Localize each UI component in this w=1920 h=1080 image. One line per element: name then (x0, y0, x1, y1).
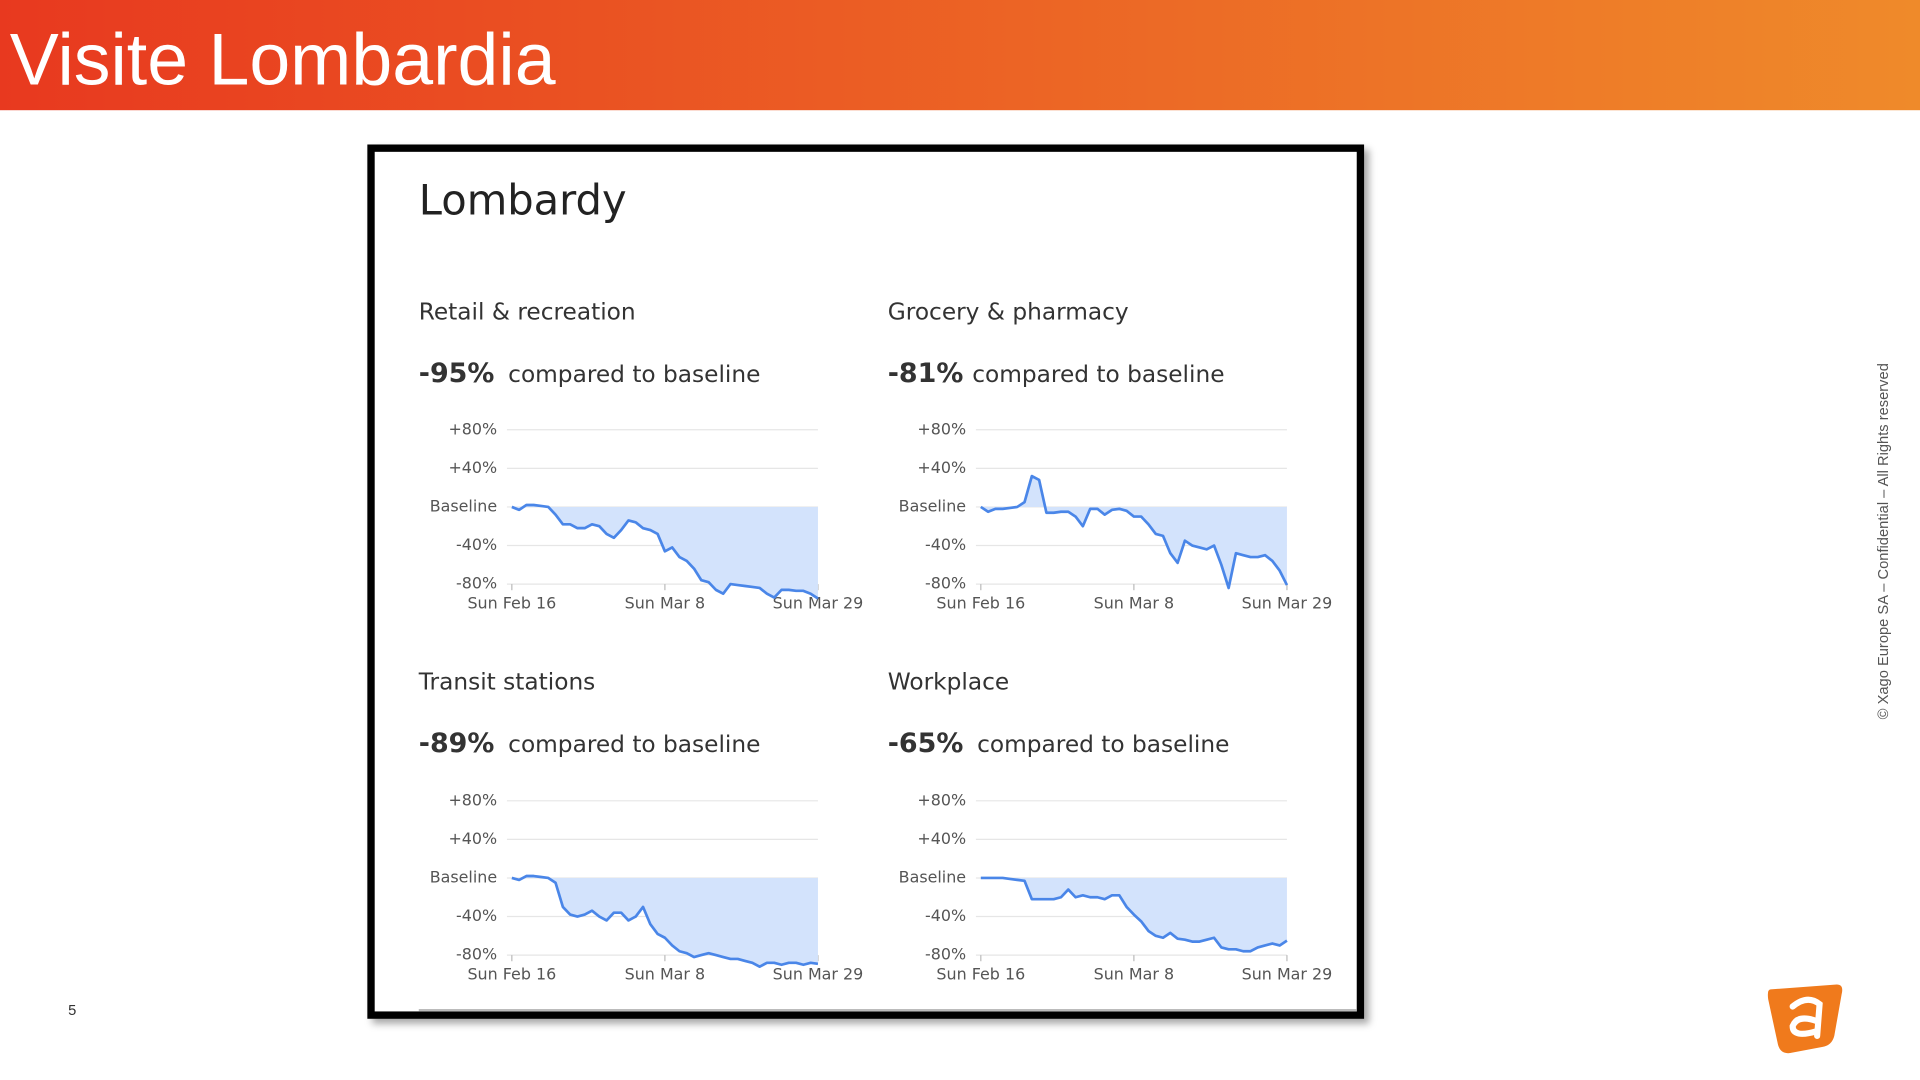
x-tick-label: Sun Feb 16 (936, 965, 1025, 984)
headline-text: compared to baseline (508, 361, 760, 388)
y-tick-label: Baseline (430, 496, 497, 515)
x-tick-label: Sun Mar 8 (625, 594, 706, 613)
y-tick-label: +40% (448, 458, 497, 477)
y-tick-label: +40% (917, 458, 966, 477)
area (980, 476, 1287, 588)
y-tick-label: +80% (917, 419, 966, 438)
headline: -89% (419, 728, 495, 759)
y-tick-label: -80% (925, 574, 966, 593)
y-tick-label: -40% (456, 535, 497, 554)
y-tick-label: Baseline (430, 867, 497, 886)
x-tick-label: Sun Mar 29 (773, 965, 864, 984)
headline-text: compared to baseline (508, 731, 760, 758)
area (980, 877, 1287, 952)
x-tick-label: Sun Feb 16 (467, 594, 556, 613)
screenshot-frame (367, 144, 1365, 1019)
chart-title: Workplace (888, 668, 1009, 695)
y-tick-label: -80% (925, 945, 966, 964)
copyright: © Xago Europe SA – Confidential – All Ri… (1876, 363, 1892, 719)
x-tick-label: Sun Mar 8 (1094, 594, 1175, 613)
page-number: 5 (68, 1003, 76, 1019)
slide-title: Visite Lombardia (10, 17, 556, 100)
y-tick-label: +40% (448, 829, 497, 848)
x-tick-label: Sun Feb 16 (936, 594, 1025, 613)
y-tick-label: +80% (448, 419, 497, 438)
chart-title: Transit stations (418, 668, 596, 695)
headline: -95% (419, 358, 495, 389)
y-tick-label: Baseline (899, 867, 966, 886)
headline-text: compared to baseline (977, 731, 1229, 758)
y-tick-label: -80% (456, 945, 497, 964)
headline: -81% (888, 358, 964, 389)
y-tick-label: Baseline (899, 496, 966, 515)
y-tick-label: -40% (925, 906, 966, 925)
panel-title: Lombardy (419, 175, 627, 224)
x-tick-label: Sun Mar 29 (773, 594, 864, 613)
logo (1767, 984, 1843, 1054)
line (511, 503, 819, 600)
y-tick-label: +40% (917, 829, 966, 848)
x-tick-label: Sun Mar 29 (1242, 965, 1333, 984)
area (511, 876, 818, 967)
x-tick-label: Sun Feb 16 (467, 965, 556, 984)
line (511, 874, 819, 969)
headline: -65% (888, 728, 964, 759)
line (980, 876, 1288, 953)
line (980, 474, 1289, 590)
chart-title: Retail & recreation (419, 299, 636, 326)
x-tick-label: Sun Mar 8 (625, 965, 706, 984)
y-tick-label: +80% (448, 790, 497, 809)
y-tick-label: +80% (917, 790, 966, 809)
x-tick-label: Sun Mar 29 (1242, 594, 1333, 613)
x-tick-label: Sun Mar 8 (1094, 965, 1175, 984)
y-tick-label: -40% (456, 906, 497, 925)
area (511, 505, 818, 599)
chart-title: Grocery & pharmacy (888, 299, 1129, 326)
header-bar (0, 0, 1920, 111)
headline-text: compared to baseline (972, 361, 1224, 388)
y-tick-label: -40% (925, 535, 966, 554)
y-tick-label: -80% (456, 574, 497, 593)
